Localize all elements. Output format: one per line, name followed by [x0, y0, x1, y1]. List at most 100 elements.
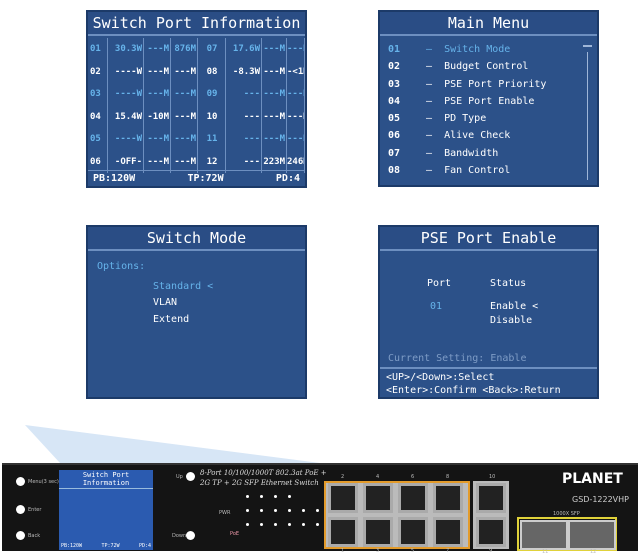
screen-title: PSE Port Enable [380, 227, 597, 251]
port-cell: ---M [262, 60, 287, 83]
rj45-port-5[interactable] [398, 517, 428, 547]
menu-item-number: 06 [388, 130, 401, 142]
sfp-port-11[interactable] [520, 520, 568, 550]
menu-item-pse-port-enable[interactable]: 04 — PSE Port Enable [380, 93, 597, 110]
port-cell: --- [226, 83, 262, 106]
port-cell: ---M [287, 128, 305, 151]
device-lcd: Switch Port Information PB:120W TP:72W P… [59, 470, 153, 550]
menu-item-bandwidth[interactable]: 07 — Bandwidth [380, 145, 597, 162]
port-cell: 246M [287, 150, 305, 173]
rj45-port-8[interactable] [433, 483, 463, 513]
option-extend[interactable]: Extend [153, 314, 190, 325]
port-cell: ---M [144, 128, 171, 151]
rj45-port-10[interactable] [476, 483, 506, 513]
port-cell: -8.3W [226, 60, 262, 83]
total-power: TP:72W [187, 173, 224, 184]
port-number: 01 [88, 38, 108, 61]
poe-led-label: PoE [230, 531, 240, 537]
rj45-port-9[interactable] [476, 517, 506, 547]
pd-count: PD:4 [275, 173, 300, 184]
rj45-port-2[interactable] [328, 483, 358, 513]
port-cell: -OFF- [108, 150, 144, 173]
port-led [316, 509, 319, 512]
port-cell: ---M [287, 83, 305, 106]
port-cell: --- [226, 150, 262, 173]
port-number: 07 [198, 38, 226, 61]
option-vlan[interactable]: VLAN [153, 297, 178, 308]
sfp-port-group [517, 517, 617, 551]
menu-item-label: PD Type [444, 113, 487, 125]
sfp-port-12[interactable] [568, 520, 616, 550]
sfp-label: 1000X SFP [553, 511, 580, 517]
port-led [302, 523, 305, 526]
port-cell: ---M [171, 83, 198, 106]
port-cell: 15.4W [108, 105, 144, 128]
menu-item-number: 04 [388, 95, 401, 107]
device-description-1: 8-Port 10/100/1000T 802.3at PoE + [200, 469, 327, 477]
scrollbar-thumb[interactable] [583, 45, 592, 47]
port-number: 10 [198, 105, 226, 128]
power-budget: PB:120W [93, 173, 136, 184]
port-label: 2 [341, 474, 345, 480]
port-cell: 223M [262, 150, 287, 173]
menu-item-separator: — [426, 113, 433, 125]
port-label: 6 [411, 474, 415, 480]
menu-item-separator: — [426, 95, 433, 107]
port-led [274, 523, 277, 526]
help-select: <UP>/<Down>:Select [386, 372, 495, 383]
port-label: 4 [376, 474, 380, 480]
menu-list: 01 — Switch Mode 02 — Budget Control 03 — PSE… [380, 36, 597, 179]
scrollbar[interactable] [587, 52, 588, 180]
menu-item-switch-mode[interactable]: 01 — Switch Mode [380, 41, 597, 58]
menu-item-alive-check[interactable]: 06 — Alive Check [380, 127, 597, 144]
lcd-tp: TP:72W [101, 543, 120, 549]
port-led [260, 509, 263, 512]
device-description-2: 2G TP + 2G SFP Ethernet Switch [200, 479, 319, 487]
port-cell: ---M [144, 38, 171, 61]
switch-mode-screen: Switch Mode Options: Standard < VLAN Ext… [86, 225, 307, 399]
port-led [288, 509, 291, 512]
zoom-wedge [25, 425, 320, 463]
status-header: Status [490, 278, 527, 289]
port-number: 03 [88, 83, 108, 106]
up-button[interactable] [186, 472, 195, 481]
switch-front-panel: Menu(3 sec) Enter Back Switch Port Infor… [2, 463, 638, 555]
menu-item-separator: — [426, 44, 433, 55]
enter-button[interactable] [16, 505, 25, 514]
rj45-port-6[interactable] [398, 483, 428, 513]
port-led [260, 495, 263, 498]
rj45-port-7[interactable] [433, 517, 463, 547]
menu-button[interactable] [16, 477, 25, 486]
menu-button-label: Menu(3 sec) [28, 479, 59, 485]
menu-item-budget-control[interactable]: 02 — Budget Control [380, 58, 597, 75]
port-cell: 17.6W [226, 38, 262, 61]
port-cell: ---M [262, 38, 287, 61]
status-disable[interactable]: Disable [490, 315, 533, 326]
rj45-port-1[interactable] [328, 517, 358, 547]
port-cell: ---M [171, 150, 198, 173]
port-number: 05 [88, 128, 108, 151]
menu-item-pse-port-priority[interactable]: 03 — PSE Port Priority [380, 76, 597, 93]
rj45-port-3[interactable] [363, 517, 393, 547]
menu-item-pd-type[interactable]: 05 — PD Type [380, 110, 597, 127]
power-summary: PB:120W TP:72W PD:4 [88, 170, 305, 186]
sfp-port-11-label: 11 [542, 549, 549, 555]
lcd-pb: PB:120W [61, 543, 83, 549]
lcd-pd: PD:4 [138, 543, 151, 549]
menu-item-fan-control[interactable]: 08 — Fan Control [380, 162, 597, 179]
back-button[interactable] [16, 531, 25, 540]
status-enable[interactable]: Enable < [490, 301, 539, 312]
screen-title: Switch Mode [88, 227, 305, 251]
main-menu-screen: Main Menu 01 — Switch Mode 02 — Budget Cont… [378, 10, 599, 187]
port-cell: ----W [108, 60, 144, 83]
rj45-port-4[interactable] [363, 483, 393, 513]
option-standard[interactable]: Standard < [153, 281, 214, 292]
enter-button-label: Enter [28, 507, 42, 513]
menu-item-number: 03 [388, 78, 401, 90]
port-number: 02 [88, 60, 108, 83]
port-cell: ----W [108, 128, 144, 151]
port-cell: ---M [144, 150, 171, 173]
port-number: 11 [198, 128, 226, 151]
port-header: Port [427, 278, 452, 289]
down-button[interactable] [186, 531, 195, 540]
